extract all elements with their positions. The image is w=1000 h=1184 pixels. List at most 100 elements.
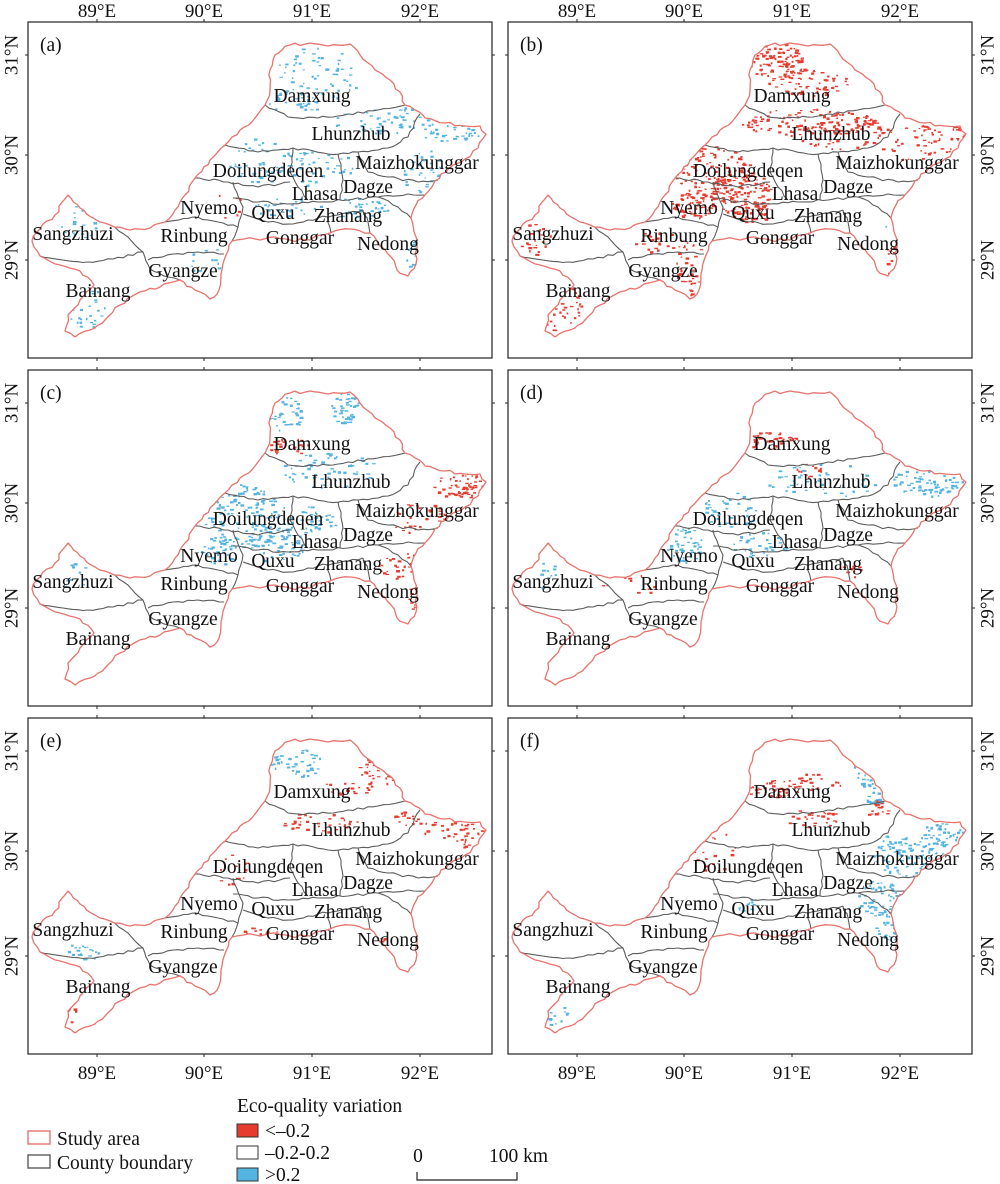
eco-variation-pixel	[730, 201, 733, 203]
eco-variation-pixel	[918, 486, 922, 489]
eco-variation-pixel	[860, 905, 864, 908]
eco-variation-pixel	[733, 151, 738, 154]
eco-variation-pixel	[311, 151, 314, 154]
eco-variation-pixel	[347, 416, 351, 419]
eco-variation-pixel	[297, 438, 299, 441]
county-boundary-line	[149, 268, 181, 281]
eco-variation-pixel	[785, 133, 788, 136]
eco-variation-pixel	[806, 818, 808, 820]
eco-variation-pixel	[298, 552, 301, 555]
county-label-nyemo: Nyemo	[180, 546, 237, 567]
eco-variation-pixel	[924, 857, 926, 859]
county-boundary-line	[627, 947, 705, 957]
eco-variation-pixel	[576, 301, 578, 304]
eco-variation-pixel	[317, 523, 322, 526]
eco-variation-pixel	[786, 63, 791, 65]
eco-variation-pixel	[741, 124, 745, 126]
eco-variation-pixel	[898, 849, 902, 851]
eco-variation-pixel	[403, 173, 408, 176]
eco-variation-pixel	[800, 90, 805, 93]
eco-variation-pixel	[771, 69, 774, 72]
eco-variation-pixel	[881, 905, 885, 908]
eco-variation-pixel	[257, 204, 260, 207]
eco-variation-pixel	[806, 85, 810, 87]
eco-variation-pixel	[261, 544, 265, 547]
eco-variation-pixel	[245, 486, 249, 488]
eco-variation-pixel	[860, 128, 864, 131]
eco-variation-pixel	[889, 842, 892, 845]
eco-variation-pixel	[269, 531, 273, 533]
eco-variation-pixel	[229, 165, 232, 169]
eco-variation-pixel	[290, 204, 294, 206]
eco-variation-pixel	[903, 490, 905, 493]
eco-variation-pixel	[767, 74, 769, 77]
eco-variation-pixel	[857, 772, 860, 775]
eco-variation-pixel	[691, 165, 695, 168]
eco-variation-pixel	[779, 432, 782, 434]
eco-variation-pixel	[199, 270, 203, 272]
eco-variation-pixel	[881, 805, 884, 808]
eco-variation-pixel	[881, 148, 886, 151]
eco-variation-pixel	[413, 120, 416, 122]
eco-variation-pixel	[370, 781, 373, 784]
county-label-rinbung: Rinbung	[160, 226, 227, 247]
eco-variation-pixel	[796, 483, 799, 486]
eco-variation-pixel	[329, 783, 333, 786]
eco-variation-pixel	[299, 416, 304, 420]
eco-variation-pixel	[408, 265, 413, 268]
eco-variation-pixel	[893, 931, 897, 935]
eco-variation-pixel	[291, 548, 296, 550]
eco-variation-pixel	[431, 514, 433, 517]
eco-variation-pixel	[806, 69, 809, 71]
eco-variation-pixel	[875, 799, 879, 801]
eco-variation-pixel	[262, 502, 265, 505]
eco-variation-pixel	[307, 444, 310, 447]
eco-variation-pixel	[690, 283, 693, 285]
eco-variation-pixel	[300, 761, 305, 763]
eco-variation-pixel	[740, 204, 744, 206]
county-boundary-line	[589, 224, 631, 270]
eco-variation-pixel	[868, 120, 871, 122]
eco-variation-pixel	[640, 575, 643, 578]
eco-variation-pixel	[762, 552, 766, 554]
eco-variation-pixel	[751, 786, 755, 789]
eco-variation-pixel	[752, 904, 756, 906]
eco-variation-pixel	[788, 81, 792, 83]
eco-variation-pixel	[263, 552, 265, 555]
county-boundary-legend-label: County boundary	[57, 1153, 193, 1174]
eco-variation-pixel	[287, 152, 290, 155]
eco-variation-pixel	[820, 127, 823, 130]
eco-variation-pixel	[284, 72, 286, 74]
eco-variation-pixel	[690, 196, 694, 198]
eco-variation-pixel	[901, 838, 905, 840]
eco-variation-pixel	[465, 132, 468, 134]
eco-variation-pixel	[712, 198, 717, 201]
latitude-label: 29°N	[978, 240, 999, 281]
eco-variation-pixel	[219, 503, 221, 507]
eco-variation-pixel	[301, 163, 304, 166]
eco-variation-pixel	[924, 489, 928, 491]
eco-variation-pixel	[275, 108, 278, 110]
eco-variation-pixel	[317, 822, 321, 825]
eco-variation-pixel	[280, 171, 282, 173]
eco-variation-pixel	[411, 263, 416, 266]
county-boundary-line	[769, 147, 789, 201]
eco-variation-pixel	[268, 535, 272, 537]
eco-variation-pixel	[292, 478, 295, 481]
eco-variation-pixel	[92, 326, 95, 329]
eco-variation-pixel	[959, 829, 962, 832]
eco-variation-pixel	[477, 833, 480, 836]
eco-variation-pixel	[819, 464, 823, 467]
eco-variation-pixel	[299, 160, 303, 162]
eco-variation-pixel	[341, 215, 345, 218]
eco-variation-pixel	[833, 125, 836, 129]
eco-variation-pixel	[212, 525, 216, 527]
legend-title: Eco-quality variation	[237, 1096, 402, 1117]
eco-variation-pixel	[902, 158, 905, 162]
eco-variation-pixel	[73, 234, 76, 236]
eco-variation-pixel	[265, 531, 269, 533]
county-label-lhunzhub: Lhunzhub	[311, 472, 390, 493]
eco-variation-pixel	[909, 850, 912, 852]
eco-variation-pixel	[955, 485, 958, 488]
eco-variation-pixel	[406, 259, 409, 262]
